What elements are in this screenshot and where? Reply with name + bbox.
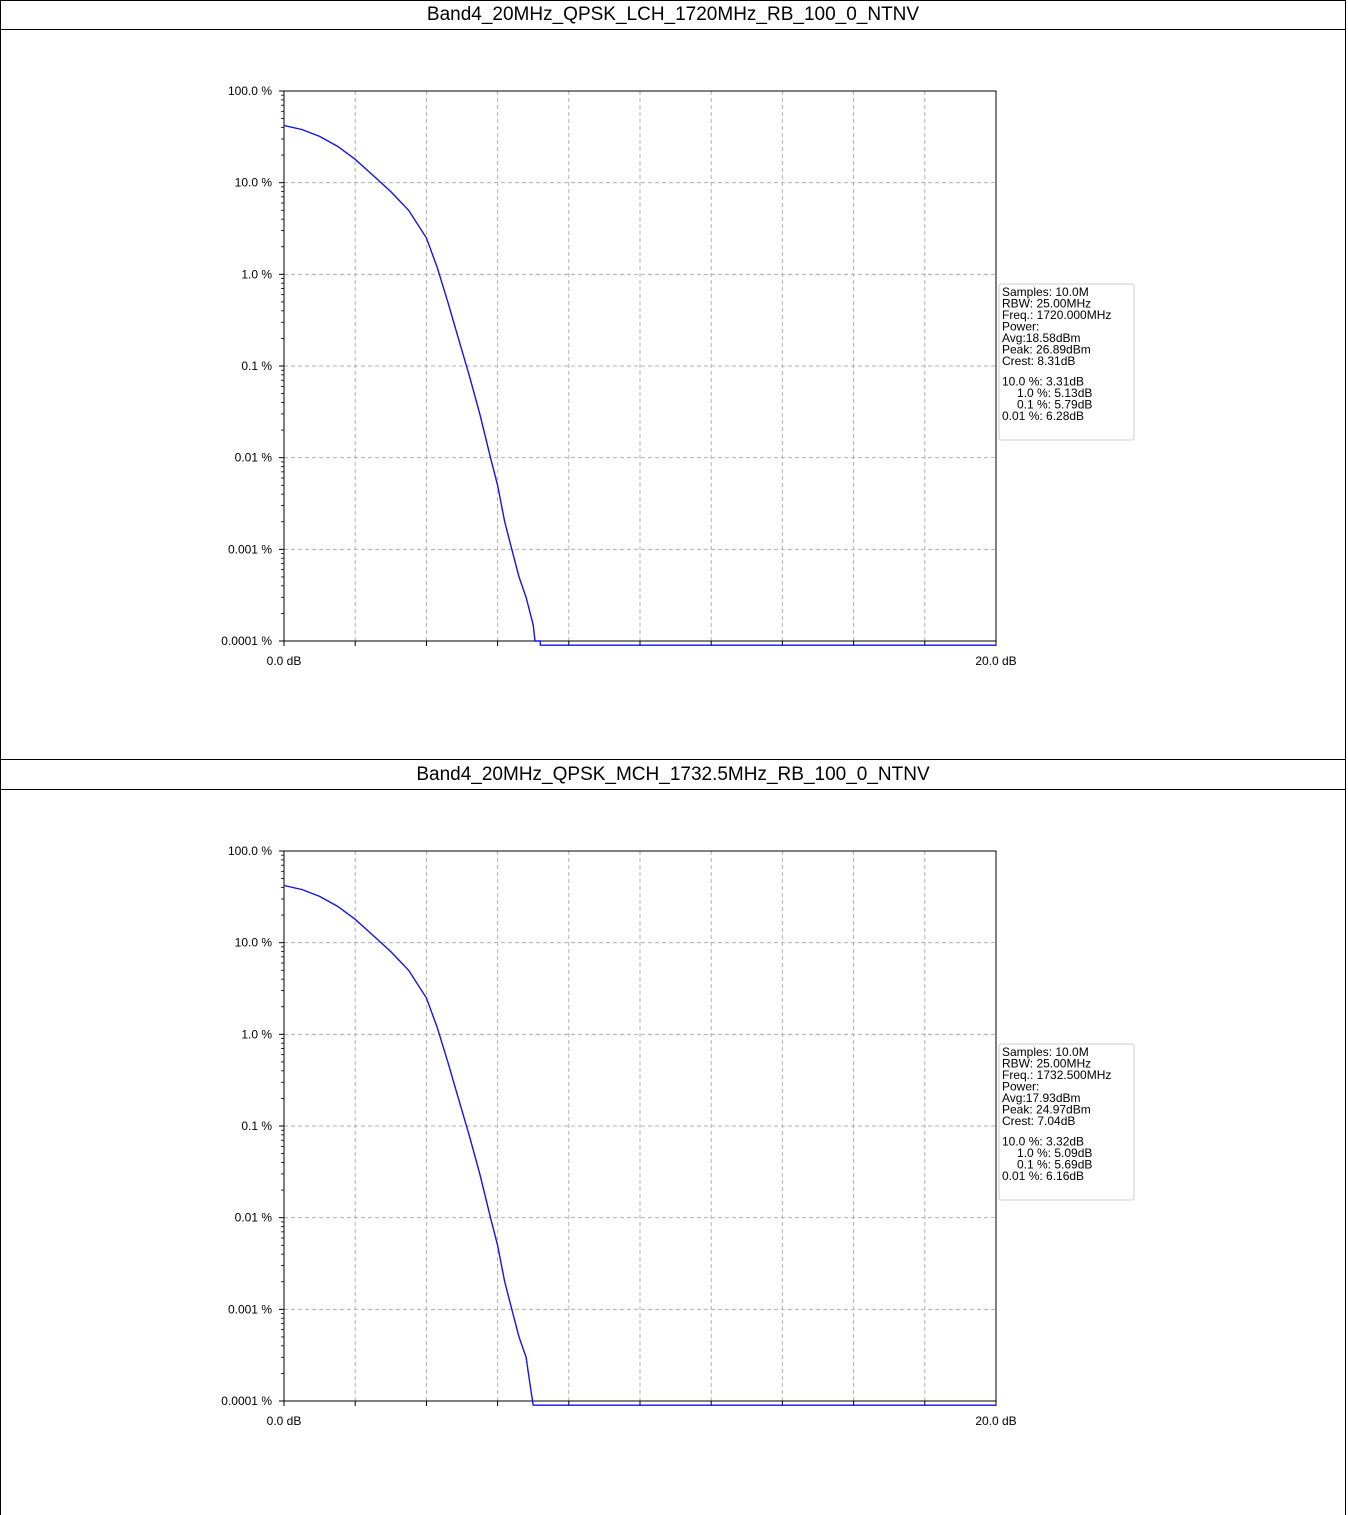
y-tick-label: 10.0 % — [235, 936, 273, 950]
legend-line: Peak: 24.97dBm — [1002, 1103, 1091, 1117]
y-tick-label: 100.0 % — [228, 844, 272, 858]
y-tick-label: 0.0001 % — [221, 634, 272, 648]
y-tick-label: 1.0 % — [241, 267, 272, 281]
y-tick-label: 100.0 % — [228, 84, 272, 98]
legend-stat: 1.0 %: 5.13dB — [1017, 386, 1092, 400]
legend-box — [998, 283, 1135, 441]
y-tick-label: 0.001 % — [228, 542, 272, 556]
chart-2: 100.0 % 10.0 % 1.0 % 0.1 % 0.01 % 0.001 % 0.00… — [221, 844, 1135, 1428]
legend-line: Avg:17.93dBm — [1002, 1091, 1081, 1105]
chart-1: 100.0 % 10.0 % 1.0 % 0.1 % 0.01 % 0.001 % 0.00… — [221, 84, 1135, 668]
y-tick-label: 1.0 % — [241, 1027, 272, 1041]
grid — [284, 851, 996, 1401]
legend-line: Power: — [1002, 320, 1039, 334]
x-tick-label: 20.0 dB — [975, 654, 1016, 668]
chart-separator — [0, 759, 1346, 760]
y-tick-label: 0.1 % — [241, 1119, 272, 1133]
x-tick-label: 0.0 dB — [267, 1414, 302, 1428]
y-tick-label: 0.01 % — [235, 451, 273, 465]
legend-line: Samples: 10.0M — [1002, 1045, 1089, 1059]
legend-line: Samples: 10.0M — [1002, 285, 1089, 299]
y-tick-label: 0.0001 % — [221, 1394, 272, 1408]
legend-line: RBW: 25.00MHz — [1002, 297, 1091, 311]
legend-line: Freq.: 1732.500MHz — [1002, 1068, 1111, 1082]
grid — [284, 91, 996, 641]
legend-stat: 0.01 %: 6.28dB — [1002, 409, 1084, 423]
legend-line: Peak: 26.89dBm — [1002, 343, 1091, 357]
y-tick-label: 0.1 % — [241, 359, 272, 373]
series-line — [283, 124, 996, 646]
legend-line: Avg:18.58dBm — [1002, 331, 1081, 345]
chart-1-title: Band4_20MHz_QPSK_LCH_1720MHz_RB_100_0_NT… — [0, 0, 1346, 30]
x-tick-label: 0.0 dB — [267, 654, 302, 668]
series-line — [283, 884, 996, 1406]
legend-stat: 0.01 %: 6.16dB — [1002, 1169, 1084, 1183]
legend-stat: 1.0 %: 5.09dB — [1017, 1146, 1092, 1160]
legend-line: Crest: 7.04dB — [1002, 1114, 1075, 1128]
chart-2-title: Band4_20MHz_QPSK_MCH_1732.5MHz_RB_100_0_… — [0, 760, 1346, 790]
legend-line: Power: — [1002, 1080, 1039, 1094]
x-tick-label: 20.0 dB — [975, 1414, 1016, 1428]
legend-line: RBW: 25.00MHz — [1002, 1057, 1091, 1071]
y-ticks — [279, 90, 284, 642]
legend-stat: 0.1 %: 5.79dB — [1017, 398, 1092, 412]
legend-line: Crest: 8.31dB — [1002, 354, 1075, 368]
y-tick-label: 0.01 % — [235, 1211, 273, 1225]
y-ticks — [279, 850, 284, 1402]
y-tick-label: 0.001 % — [228, 1302, 272, 1316]
legend-stat: 10.0 %: 3.32dB — [1002, 1135, 1084, 1149]
legend-stat: 0.1 %: 5.69dB — [1017, 1158, 1092, 1172]
legend-line: Freq.: 1720.000MHz — [1002, 308, 1111, 322]
legend-stat: 10.0 %: 3.31dB — [1002, 375, 1084, 389]
y-tick-label: 10.0 % — [235, 176, 273, 190]
legend-box — [998, 1043, 1135, 1201]
